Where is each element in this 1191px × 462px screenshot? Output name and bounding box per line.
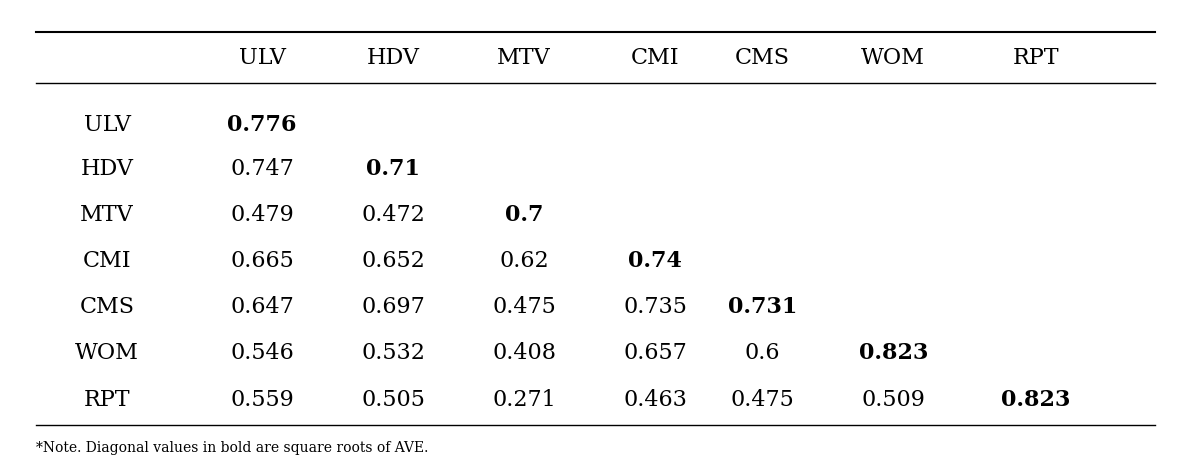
Text: 0.823: 0.823: [1002, 389, 1071, 411]
Text: RPT: RPT: [83, 389, 131, 411]
Text: ULV: ULV: [238, 47, 286, 69]
Text: 0.657: 0.657: [623, 342, 687, 365]
Text: 0.271: 0.271: [492, 389, 556, 411]
Text: 0.475: 0.475: [730, 389, 794, 411]
Text: RPT: RPT: [1012, 47, 1060, 69]
Text: 0.509: 0.509: [861, 389, 925, 411]
Text: 0.647: 0.647: [230, 296, 294, 318]
Text: MTV: MTV: [497, 47, 551, 69]
Text: HDV: HDV: [367, 47, 419, 69]
Text: 0.665: 0.665: [230, 250, 294, 272]
Text: 0.697: 0.697: [361, 296, 425, 318]
Text: 0.479: 0.479: [230, 204, 294, 226]
Text: CMI: CMI: [83, 250, 131, 272]
Text: 0.559: 0.559: [230, 389, 294, 411]
Text: 0.71: 0.71: [366, 158, 420, 180]
Text: HDV: HDV: [81, 158, 133, 180]
Text: 0.475: 0.475: [492, 296, 556, 318]
Text: MTV: MTV: [80, 204, 135, 226]
Text: 0.472: 0.472: [361, 204, 425, 226]
Text: WOM: WOM: [75, 342, 139, 365]
Text: 0.74: 0.74: [628, 250, 682, 272]
Text: 0.532: 0.532: [361, 342, 425, 365]
Text: 0.652: 0.652: [361, 250, 425, 272]
Text: 0.505: 0.505: [361, 389, 425, 411]
Text: CMS: CMS: [80, 296, 135, 318]
Text: 0.731: 0.731: [728, 296, 797, 318]
Text: 0.776: 0.776: [227, 114, 297, 136]
Text: WOM: WOM: [861, 47, 925, 69]
Text: 0.6: 0.6: [744, 342, 780, 365]
Text: 0.747: 0.747: [230, 158, 294, 180]
Text: ULV: ULV: [83, 114, 131, 136]
Text: *Note. Diagonal values in bold are square roots of AVE.: *Note. Diagonal values in bold are squar…: [36, 441, 428, 455]
Text: 0.7: 0.7: [505, 204, 543, 226]
Text: 0.62: 0.62: [499, 250, 549, 272]
Text: 0.823: 0.823: [859, 342, 928, 365]
Text: CMI: CMI: [631, 47, 679, 69]
Text: 0.463: 0.463: [623, 389, 687, 411]
Text: 0.408: 0.408: [492, 342, 556, 365]
Text: CMS: CMS: [735, 47, 790, 69]
Text: 0.546: 0.546: [230, 342, 294, 365]
Text: 0.735: 0.735: [623, 296, 687, 318]
